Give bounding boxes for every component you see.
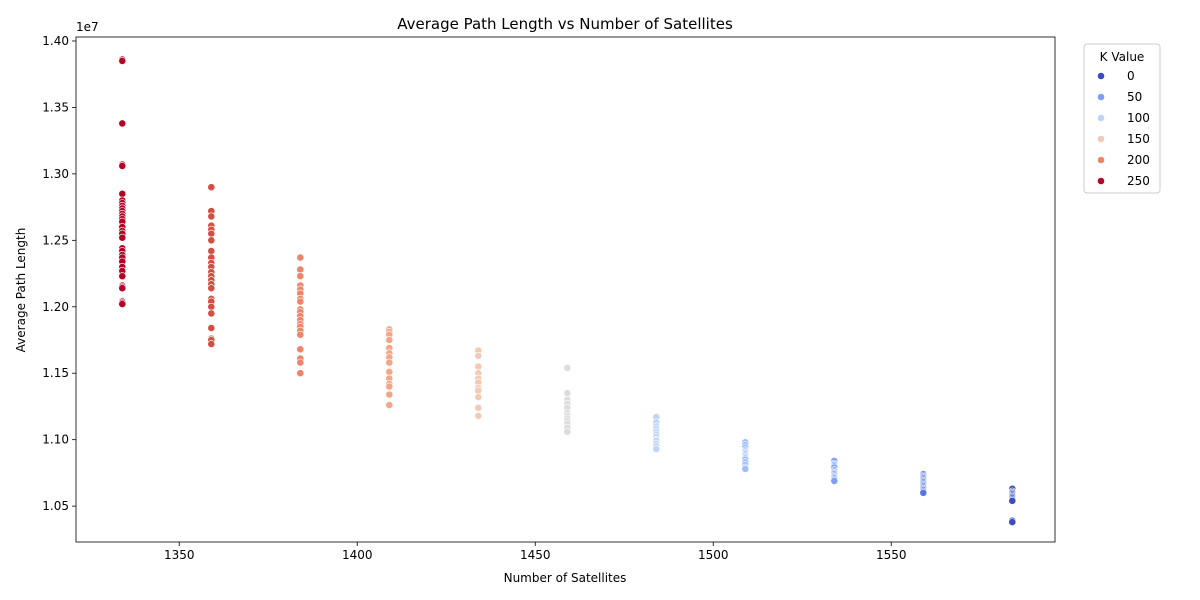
y-axis-label: Average Path Length bbox=[14, 228, 28, 353]
legend-label: 250 bbox=[1127, 174, 1150, 188]
y-tick-label: 1.05 bbox=[42, 499, 69, 513]
y-tick-label: 1.15 bbox=[42, 366, 69, 380]
y-tick-label: 1.25 bbox=[42, 233, 69, 247]
data-point bbox=[385, 367, 394, 376]
data-point bbox=[207, 212, 216, 221]
x-axis: 1350 1400 1450 1500 1550 bbox=[164, 542, 907, 562]
data-point bbox=[207, 309, 216, 318]
data-point bbox=[207, 324, 216, 332]
data-point bbox=[474, 403, 483, 412]
data-point bbox=[118, 57, 127, 65]
data-point bbox=[1008, 518, 1017, 526]
y-tick-label: 1.35 bbox=[42, 100, 69, 114]
y-tick-label: 1.40 bbox=[42, 34, 69, 48]
y-tick-label: 1.30 bbox=[42, 167, 69, 181]
y-tick-label: 1.20 bbox=[42, 300, 69, 314]
chart-title: Average Path Length vs Number of Satelli… bbox=[397, 15, 733, 33]
legend-label: 0 bbox=[1127, 69, 1135, 83]
y-tick-label: 1.10 bbox=[42, 433, 69, 447]
legend-label: 50 bbox=[1127, 90, 1142, 104]
data-point bbox=[118, 272, 127, 281]
data-point bbox=[118, 284, 127, 293]
data-point bbox=[296, 330, 305, 339]
legend-marker bbox=[1097, 114, 1105, 122]
data-point bbox=[296, 369, 305, 378]
legend-marker bbox=[1097, 93, 1105, 101]
data-point bbox=[296, 265, 305, 274]
data-point bbox=[296, 272, 305, 281]
data-point bbox=[385, 401, 394, 409]
data-point bbox=[919, 488, 928, 497]
data-point bbox=[296, 358, 305, 367]
y-offset-label: 1e7 bbox=[76, 20, 99, 34]
data-point bbox=[652, 445, 661, 453]
data-point bbox=[207, 229, 216, 238]
data-point bbox=[296, 253, 305, 262]
data-point bbox=[207, 302, 216, 311]
data-point bbox=[474, 393, 483, 401]
legend-label: 150 bbox=[1127, 132, 1150, 146]
data-point bbox=[385, 358, 394, 367]
data-point bbox=[385, 336, 394, 344]
legend-marker bbox=[1097, 156, 1105, 164]
legend: K Value 0 50 100 150 200 250 bbox=[1083, 43, 1161, 194]
data-point bbox=[741, 464, 750, 473]
data-point bbox=[207, 284, 216, 293]
legend-title: K Value bbox=[1100, 50, 1145, 64]
x-tick-label: 1400 bbox=[342, 548, 373, 562]
data-point bbox=[118, 119, 127, 128]
x-tick-label: 1350 bbox=[164, 548, 195, 562]
data-point bbox=[563, 427, 572, 436]
data-point bbox=[830, 476, 839, 485]
y-axis: 1.05 1.10 1.15 1.20 1.25 1.30 1.35 1.40 bbox=[42, 34, 76, 513]
x-tick-label: 1450 bbox=[520, 548, 551, 562]
data-point bbox=[385, 382, 394, 391]
legend-marker bbox=[1097, 135, 1105, 143]
data-point bbox=[207, 340, 216, 348]
data-point bbox=[207, 247, 216, 255]
data-point bbox=[1008, 496, 1017, 505]
data-point bbox=[385, 390, 394, 399]
legend-marker bbox=[1097, 177, 1105, 185]
legend-box bbox=[1083, 43, 1161, 194]
data-point bbox=[474, 386, 483, 395]
data-point bbox=[118, 189, 127, 198]
data-point bbox=[563, 389, 572, 398]
data-point bbox=[296, 345, 305, 354]
data-point bbox=[474, 351, 483, 360]
data-point bbox=[118, 300, 127, 308]
points-layer bbox=[118, 55, 1017, 526]
data-point bbox=[207, 236, 216, 245]
data-point bbox=[474, 411, 483, 420]
legend-label: 200 bbox=[1127, 153, 1150, 167]
data-point bbox=[207, 183, 216, 192]
legend-label: 100 bbox=[1127, 111, 1150, 125]
x-axis-label: Number of Satellites bbox=[504, 571, 627, 585]
x-tick-label: 1500 bbox=[698, 548, 729, 562]
data-point bbox=[563, 363, 572, 372]
data-point bbox=[474, 362, 483, 371]
legend-marker bbox=[1097, 72, 1105, 80]
data-point bbox=[296, 297, 305, 306]
data-point bbox=[118, 233, 127, 242]
plot-frame bbox=[75, 36, 1056, 543]
x-tick-label: 1550 bbox=[876, 548, 907, 562]
data-point bbox=[118, 161, 127, 170]
